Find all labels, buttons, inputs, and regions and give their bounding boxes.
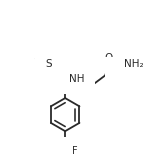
Text: F: F bbox=[52, 146, 58, 156]
Text: F: F bbox=[73, 146, 78, 156]
Text: NH: NH bbox=[69, 74, 85, 84]
Text: NH₂: NH₂ bbox=[124, 59, 143, 69]
Text: O: O bbox=[46, 68, 55, 78]
Text: O: O bbox=[104, 53, 112, 63]
Text: H: H bbox=[115, 67, 122, 76]
Text: S: S bbox=[45, 59, 52, 69]
Text: F: F bbox=[62, 151, 68, 161]
